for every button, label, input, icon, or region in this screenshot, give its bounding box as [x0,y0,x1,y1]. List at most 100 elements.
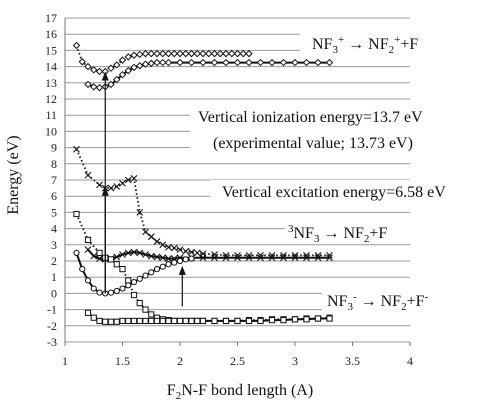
x-mark-stroke [142,251,149,258]
excitation-arrow [101,186,109,294]
data-point-square [125,317,132,325]
data-point-circle [119,285,126,292]
annotation-bg-excitation [210,180,410,202]
x-mark-stroke [107,184,115,192]
annotation-ionization-energy: Vertical ionization energy=13.7 eV [198,109,423,126]
data-point-diamond [187,58,196,67]
data-point-diamond [113,61,121,69]
arrow-head [178,265,186,275]
data-point-diamond [205,49,213,58]
data-point-square [113,318,120,325]
data-point-diamond [268,58,276,67]
data-point-x [159,254,167,262]
x-mark-stroke [136,249,144,257]
data-point-x [291,254,299,262]
data-point-diamond [164,49,173,58]
series-neutral_solid [73,249,195,297]
data-point-x [245,254,253,262]
arrow-head [101,186,109,196]
x-mark-stroke [142,228,149,236]
x-mark-stroke [84,246,92,254]
y-tick-label: -3 [47,335,57,349]
x-mark-stroke [291,254,299,262]
x-mark-stroke [113,253,121,261]
x-mark-stroke [326,254,333,262]
data-point-diamond [222,49,230,58]
data-point-x [268,254,276,262]
data-point-diamond [90,83,98,91]
series-line [75,45,249,73]
x-mark-stroke [96,255,103,262]
data-point-diamond [193,49,201,58]
data-point-square [326,315,333,322]
data-point-diamond [141,60,150,68]
y-tick-label: 7 [51,173,57,187]
data-point-diamond [182,49,190,58]
data-point-diamond [113,75,121,84]
data-point-circle [125,282,132,289]
x-mark-stroke [96,181,103,189]
series-layer [72,41,334,325]
annotation-excitation-energy: Vertical excitation energy=6.58 eV [222,184,446,201]
data-point-square [153,317,161,325]
x-mark-stroke [153,238,161,245]
x-mark-stroke [113,183,121,190]
data-point-x [153,238,161,245]
data-point-x [170,244,178,252]
data-point-x [142,251,149,258]
x-mark-stroke [130,174,138,182]
data-point-diamond [210,58,219,67]
data-point-x [303,254,310,262]
data-point-square [188,317,195,325]
data-point-diamond [153,58,161,67]
data-point-square [291,316,299,323]
data-point-x [182,247,190,255]
x-mark-stroke [234,254,241,262]
data-point-square [130,317,138,325]
data-point-x [234,254,241,262]
data-point-diamond [325,58,334,67]
annotation-bg-cation [300,30,450,56]
data-point-circle [84,277,92,284]
y-tick-label: 11 [45,108,57,122]
data-point-diamond [256,58,265,67]
data-point-x [142,228,149,236]
data-point-circle [171,259,178,266]
data-point-x [84,171,92,179]
x-mark-stroke [314,254,322,262]
series-line [75,148,330,257]
data-point-diamond [233,49,242,58]
data-point-circle [182,256,189,263]
x-mark-stroke [268,254,276,262]
data-point-x [136,209,144,216]
x-mark-stroke [136,209,144,216]
data-point-x [159,241,167,249]
y-tick-label: 5 [51,205,57,219]
data-point-x [280,254,287,262]
data-point-square [84,309,92,316]
y-tick-label: 1 [51,270,57,284]
data-point-square [113,261,120,268]
data-point-diamond [136,50,144,59]
data-point-x [153,253,161,261]
data-point-diamond [279,58,288,67]
data-point-x [107,184,115,192]
data-point-square [199,317,207,325]
data-point-circle [148,269,155,276]
data-point-diamond [124,53,132,61]
data-point-square [96,249,103,257]
data-point-square [268,317,276,324]
data-point-circle [165,261,172,268]
data-point-x [73,145,80,153]
x-mark-stroke [188,248,195,256]
data-point-diamond [245,58,253,67]
x-mark-stroke [182,247,190,255]
data-point-square [222,317,230,325]
x-mark-stroke [165,255,172,262]
data-point-diamond [118,56,127,64]
data-point-x [124,176,132,184]
x-mark-stroke [303,254,310,262]
data-point-square [234,317,241,325]
data-point-diamond [170,49,178,58]
